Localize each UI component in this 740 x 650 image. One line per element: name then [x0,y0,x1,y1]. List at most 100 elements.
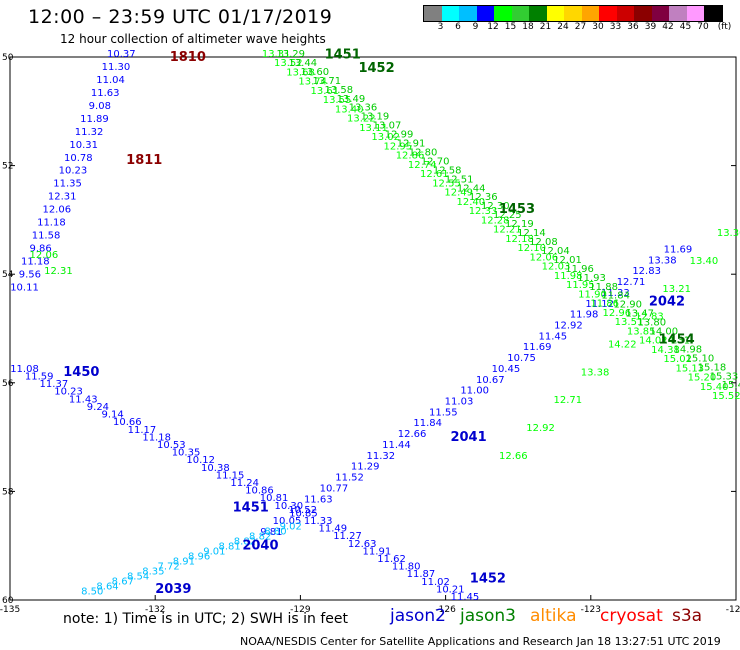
wave-height-value: 12.30 [481,201,510,212]
wave-height-value: 11.45 [539,331,568,342]
wave-height-value: 13.40 [690,256,719,267]
color-swatch [669,6,687,21]
wave-height-value: 13.49 [337,94,366,105]
wave-height-value: 15.18 [698,362,727,373]
wave-height-value: 13.31 [262,49,291,60]
wave-height-value: 14.22 [608,340,637,351]
wave-height-value: 7.72 [157,562,179,573]
wave-height-value: 10.77 [320,483,349,494]
wave-height-value: 13.85 [627,326,656,337]
wave-height-value: 13.22 [347,114,376,125]
wave-height-value: 12.66 [398,429,427,440]
orbit-number-label: 1811 [126,153,162,168]
wave-height-value: 11.03 [445,397,474,408]
wave-height-value: 9.56 [19,270,41,281]
wave-height-value: 9.14 [101,410,123,421]
note-text: note: 1) Time is in UTC; 2) SWH is in fe… [63,611,349,627]
wave-height-value: 14.98 [674,344,703,355]
color-swatch [564,6,582,21]
wave-height-value: 11.98 [554,271,583,282]
wave-height-value: 15.13 [676,363,705,374]
wave-height-value: 12.71 [617,277,646,288]
wave-height-value: 15.52 [712,391,740,402]
wave-height-value: 12.31 [48,192,77,203]
color-swatch [651,6,669,21]
wave-height-value: 11.84 [413,418,442,429]
wave-height-value: 11.24 [230,478,259,489]
wave-height-value: 10.81 [260,493,289,504]
wave-height-value: 12.14 [517,228,546,239]
wave-height-value: 12.83 [632,266,661,277]
wave-height-value: 11.15 [216,470,245,481]
wave-height-value: 12.86 [396,151,425,162]
page-subtitle: 12 hour collection of altimeter wave hei… [60,32,326,46]
lon-tick-label: -132 [145,605,165,615]
wave-height-value: 11.59 [25,372,54,383]
orbit-number-label: 1452 [470,571,506,586]
altimeter-track: 11.0811.5911.3710.2311.439.249.1410.6611… [10,364,479,603]
axis-ticks: -135 -132 -129 -126 -123 -120 50 52 54 56 58 60 [0,53,740,615]
wave-height-value: 12.74 [408,160,437,171]
wave-height-value: 12.33 [469,206,498,217]
color-scale-label: 9 [472,22,479,32]
wave-height-value: 9.02 [280,521,302,532]
wave-height-value: 13.38 [648,255,677,266]
wave-height-value: 13.19 [361,112,390,123]
wave-height-value: 11.29 [351,462,380,473]
wave-height-value: 13.07 [373,121,402,132]
orbit-number-label: 1454 [659,332,695,347]
wave-height-value: 11.55 [429,407,458,418]
wave-height-value: 13.80 [637,318,666,329]
wave-height-value: 13.58 [325,85,354,96]
wave-height-value: 12.19 [505,219,534,230]
wave-height-value: 11.27 [333,531,362,542]
wave-height-value: 9.86 [30,244,52,255]
color-swatch [599,6,617,21]
satellite-name-altika: altika [530,606,577,626]
wave-height-value: 10.75 [507,353,536,364]
wave-height-value: 11.88 [589,282,618,293]
wave-height-value: 10.37 [107,49,136,60]
wave-height-value: 15.20 [688,373,717,384]
color-scale-label: 33 [609,22,622,32]
lon-tick-label: -126 [435,605,456,615]
wave-height-value: 11.00 [460,386,489,397]
wave-height-value: 11.52 [335,473,364,484]
wave-height-value: 11.04 [96,75,125,86]
wave-height-value: 15.10 [686,353,715,364]
wave-height-value: 13.68 [286,67,315,78]
wave-height-value: 9.81 [260,527,282,538]
wave-height-value: 13.44 [288,58,317,69]
color-scale-labels: 3 6 9 12 15 18 21 24 27 30 33 36 39 42 45 70 (ft) [423,22,740,34]
wave-height-value: 11.96 [565,264,594,275]
wave-height-value: 12.06 [42,205,71,216]
wave-height-value: 11.69 [664,244,693,255]
wave-height-value: 11.84 [601,291,630,302]
wave-height-value: 12.71 [553,395,582,406]
wave-height-value: 11.33 [304,516,333,527]
wave-height-value: 12.06 [530,252,559,263]
color-swatch [424,6,442,21]
lat-tick-label: 54 [2,270,14,280]
wave-height-value: 11.62 [377,554,406,565]
wave-height-value: 9.01 [203,546,225,557]
wave-height-value: 8.91 [173,556,195,567]
orbit-number-label: 2041 [450,430,486,445]
wave-height-value: 8.96 [188,551,210,562]
wave-height-value: 14.00 [649,327,678,338]
wave-height-value: 10.31 [69,140,98,151]
color-swatch [546,6,564,21]
wave-height-value: 11.08 [10,364,39,375]
wave-height-value: 10.11 [10,282,39,293]
altimeter-track: 13.3113.5213.6813.7413.6113.5513.4013.22… [262,49,740,402]
wave-height-value: 12.28 [481,215,510,226]
wave-height-value: 13.29 [276,49,305,60]
lat-tick-label: 58 [2,487,14,497]
wave-height-value: 12.25 [493,210,522,221]
orbit-number-label: 1452 [358,61,394,76]
wave-height-value: 13.61 [311,86,340,97]
orbit-number-label: 2040 [242,539,278,554]
color-scale-label: 3 [437,22,444,32]
wave-height-value: 10.30 [274,501,303,512]
lat-tick-label: 60 [2,596,14,606]
